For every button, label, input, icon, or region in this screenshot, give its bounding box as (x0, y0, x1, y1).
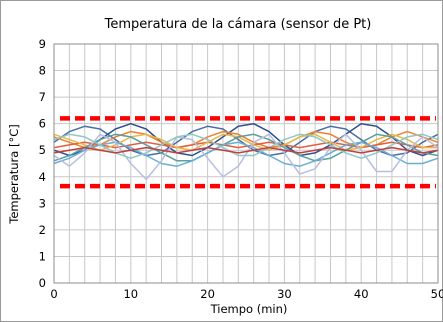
series-line-8 (53, 133, 439, 181)
y-tick-label: 1 (39, 249, 46, 263)
series-line-9 (53, 133, 439, 159)
y-tick-label: 0 (39, 276, 46, 290)
plot-background (54, 44, 438, 283)
x-tick-label: 20 (200, 287, 215, 301)
series-group (53, 122, 439, 181)
y-tick-label: 5 (39, 143, 46, 157)
y-axis-label: Temperatura [°C] (7, 124, 21, 224)
x-tick-label: 30 (277, 287, 292, 301)
y-tick-label: 6 (39, 117, 46, 131)
x-tick-label: 0 (50, 287, 57, 301)
x-tick-label: 40 (354, 287, 369, 301)
y-tick-label: 7 (39, 90, 46, 104)
y-tick-label: 9 (39, 37, 46, 51)
x-tick-label: 50 (431, 287, 443, 301)
series-line-4 (53, 141, 439, 149)
limit-lines (60, 116, 436, 189)
y-tick-label: 2 (39, 223, 46, 237)
series-line-2 (53, 122, 439, 157)
x-tick-label: 10 (123, 287, 138, 301)
series-line-7 (53, 141, 439, 167)
x-axis-label: Tiempo (min) (210, 302, 288, 316)
series-line-10 (53, 146, 439, 154)
plot-area (53, 43, 439, 284)
grid (53, 43, 439, 284)
x-tick-labels: 0 10 20 30 40 50 (50, 287, 443, 301)
chart-title: Temperatura de la cámara (sensor de Pt) (104, 17, 372, 32)
y-tick-label: 4 (39, 170, 46, 184)
y-tick-label: 8 (39, 64, 46, 78)
y-tick-label: 3 (39, 196, 46, 210)
y-tick-labels: 0 1 2 3 4 5 6 7 8 9 (39, 37, 46, 290)
series-line-6 (53, 133, 439, 162)
